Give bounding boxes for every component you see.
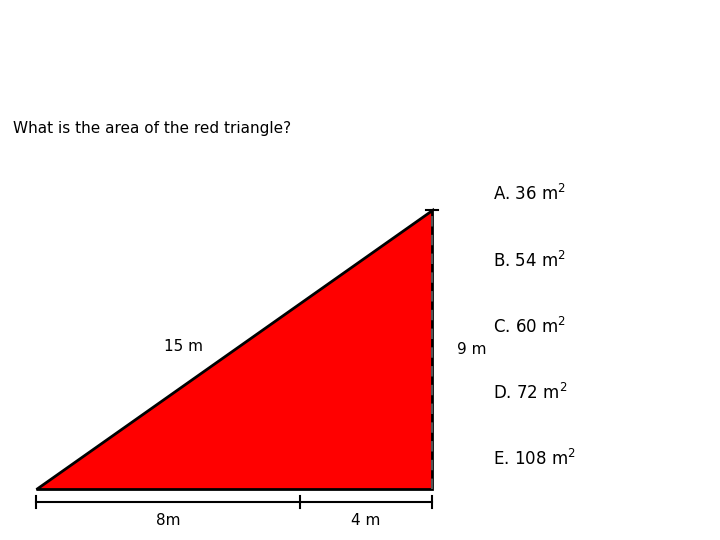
Text: 8m: 8m	[156, 513, 180, 528]
Text: Area of Triangles IV: Area of Triangles IV	[126, 39, 463, 69]
Text: 4 m: 4 m	[351, 513, 381, 528]
Text: What is the area of the red triangle?: What is the area of the red triangle?	[13, 121, 291, 136]
Text: A. 36 m$^2$: A. 36 m$^2$	[493, 184, 566, 205]
Text: E. 108 m$^2$: E. 108 m$^2$	[493, 449, 576, 469]
Polygon shape	[36, 210, 432, 489]
Text: 9 m: 9 m	[457, 342, 487, 357]
Text: B. 54 m$^2$: B. 54 m$^2$	[493, 251, 566, 271]
Text: D. 72 m$^2$: D. 72 m$^2$	[493, 382, 567, 403]
Text: C. 60 m$^2$: C. 60 m$^2$	[493, 316, 567, 336]
Text: 15 m: 15 m	[164, 339, 203, 354]
